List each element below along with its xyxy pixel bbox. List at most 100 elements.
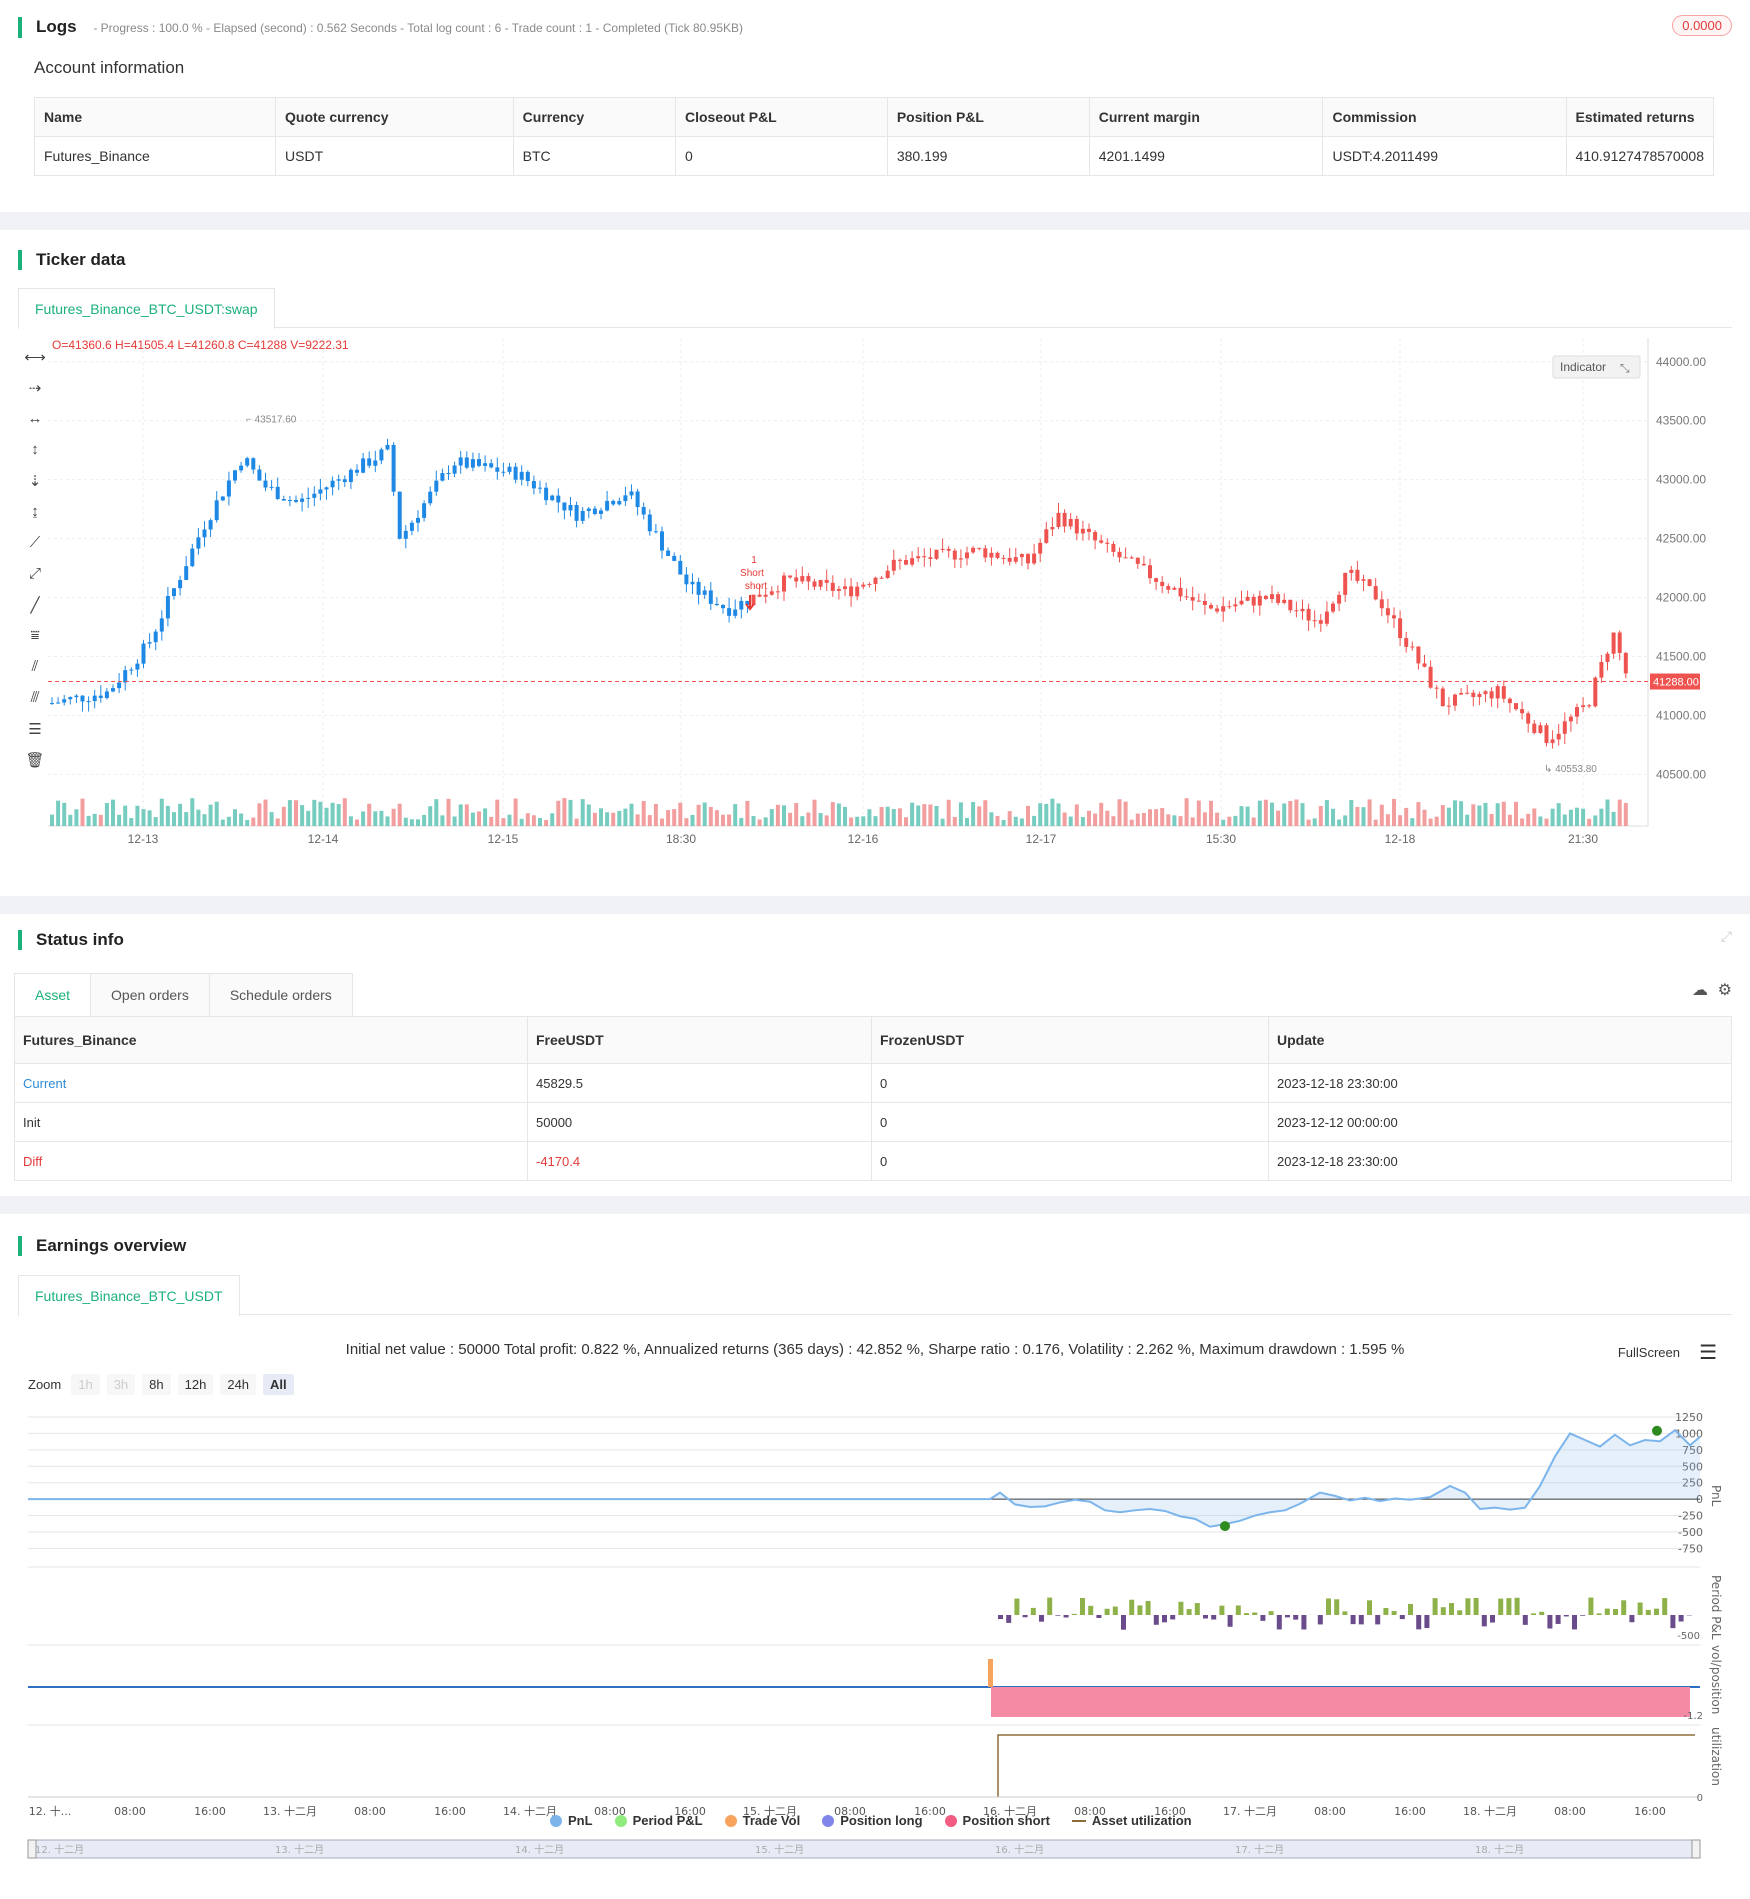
zoom-8h-button[interactable]: 8h [142,1374,171,1395]
candle-body [1428,666,1433,688]
volume-bar [525,813,530,826]
segment-tool-icon[interactable]: ╱ [30,597,40,614]
candle-body [233,470,237,481]
candle-body [855,586,860,597]
candle-body [1129,557,1134,559]
trash-icon[interactable]: 🗑 [25,752,45,769]
expand-icon[interactable]: ⤢ [1720,928,1732,944]
tab-open-orders[interactable]: Open orders [90,973,210,1017]
volume-bar [1123,801,1128,826]
volume-bar [1221,819,1226,826]
price-tick-label: 43000.00 [1656,473,1706,487]
candle-body [355,469,359,473]
candle-body [178,579,183,589]
time-tick-label: 12-18 [1385,832,1416,846]
volume-bar [1312,818,1317,826]
zoom-3h-button[interactable]: 3h [106,1374,136,1395]
volume-bar [1483,802,1488,826]
candle-body [111,688,115,692]
period-pnl-bar [1285,1615,1290,1618]
ray-line-tool-icon[interactable]: ⤢ [28,565,41,582]
candle-body [1044,529,1049,543]
fullscreen-button[interactable]: FullScreen [1617,1345,1680,1360]
legend-asset-utilization[interactable]: Asset utilization [1071,1813,1192,1828]
ohlc-readout: O=41360.6 H=41505.4 L=41260.8 C=41288 V=… [52,338,349,352]
price-tick-label: 41000.00 [1656,708,1706,722]
candle-body [257,469,262,481]
volume-bar [1489,814,1494,826]
earnings-tab[interactable]: Futures_Binance_BTC_USDT [18,1275,240,1316]
horizontal-segment-tool-icon[interactable]: ↔ [27,410,43,427]
legend-pnl[interactable]: PnL [550,1813,593,1828]
trend-line-tool-icon[interactable]: ⟋ [29,534,41,551]
period-pnl-bar [1457,1610,1463,1615]
candle-body [1135,557,1140,564]
candle-body [470,459,475,468]
volume-bar [385,816,390,826]
pnl-tick-label: 1250 [1675,1411,1703,1424]
candlestick-chart[interactable]: 44000.00 43500.00 43000.00 42500.00 42000.00… [48,338,1748,858]
vertical-segment-tool-icon[interactable]: ↨ [31,503,39,520]
ticker-tab[interactable]: Futures_Binance_BTC_USDT:swap [18,288,275,329]
horizontal-line-tool-icon[interactable]: ⟷ [24,349,46,366]
zoom-12h-button[interactable]: 12h [177,1374,214,1395]
period-pnl-bar [1424,1615,1430,1629]
period-pnl-bar [1244,1613,1249,1615]
horizontal-ray-tool-icon[interactable]: ⇢ [28,380,42,397]
fib-levels-tool-icon[interactable]: ☰ [28,721,42,738]
vertical-ray-tool-icon[interactable]: ⇣ [28,473,42,490]
earnings-title: Earnings overview [18,1236,186,1256]
row-label-current[interactable]: Current [14,1063,528,1103]
volume-bar [1593,815,1598,826]
candle-body [1233,604,1238,607]
legend-trade-vol[interactable]: Trade Vol [724,1813,800,1828]
legend-position-long[interactable]: Position long [822,1813,923,1828]
parallel-channel-tool-icon[interactable]: ⫽ [31,658,39,675]
price-line-tool-icon[interactable]: ⩸ [30,627,40,644]
download-icon[interactable]: ☁ [1692,982,1708,999]
zoom-1h-button[interactable]: 1h [71,1374,100,1395]
volume-bar [1166,814,1171,826]
candle-body [934,549,939,559]
candle-body [757,594,762,597]
logs-badge[interactable]: 0.0000 [1672,15,1732,36]
volume-bar [733,804,738,826]
volume-bar [666,810,671,826]
candle-body [391,444,396,492]
fib-tool-icon[interactable]: ⫻ [30,689,40,706]
volume-bar [861,816,866,826]
candle-body [1532,723,1537,733]
legend-period-pnl[interactable]: Period P&L [614,1813,703,1828]
earnings-chart[interactable]: 125010007505002500-250-500-750PnL-500Per… [0,1405,1750,1885]
volume-bar [172,812,176,826]
candle-body [733,609,738,616]
volume-bar [1245,806,1250,826]
candle-body [977,547,982,549]
candle-body [843,586,847,590]
candle-body [1507,698,1512,704]
period-pnl-bar [998,1615,1003,1620]
vol-axis-title: vol/position [1709,1645,1723,1714]
volume-bar [409,819,414,826]
volume-bar [50,814,54,826]
menu-icon[interactable]: ☰ [1699,1342,1717,1364]
account-title: Account information [34,58,185,77]
vertical-line-tool-icon[interactable]: ↕ [31,441,39,458]
volume-bar [1087,810,1091,826]
indicator-button[interactable]: Indicator ⤡ [1552,355,1641,379]
candle-body [1379,599,1384,609]
zoom-all-button[interactable]: All [263,1374,294,1395]
volume-bar [1544,818,1549,826]
zoom-24h-button[interactable]: 24h [220,1374,257,1395]
volume-bar [1001,819,1006,826]
tab-asset[interactable]: Asset [14,973,92,1017]
legend-position-short[interactable]: Position short [944,1813,1050,1828]
candle-body [269,486,274,488]
candle-body [904,560,908,565]
candle-body [147,642,152,644]
settings-gear-icon[interactable]: ⚙ [1717,982,1732,999]
signal-type: Short [740,568,764,579]
col-exchange: Futures_Binance [14,1016,528,1064]
candle-body [1148,565,1152,579]
tab-schedule-orders[interactable]: Schedule orders [208,973,353,1017]
